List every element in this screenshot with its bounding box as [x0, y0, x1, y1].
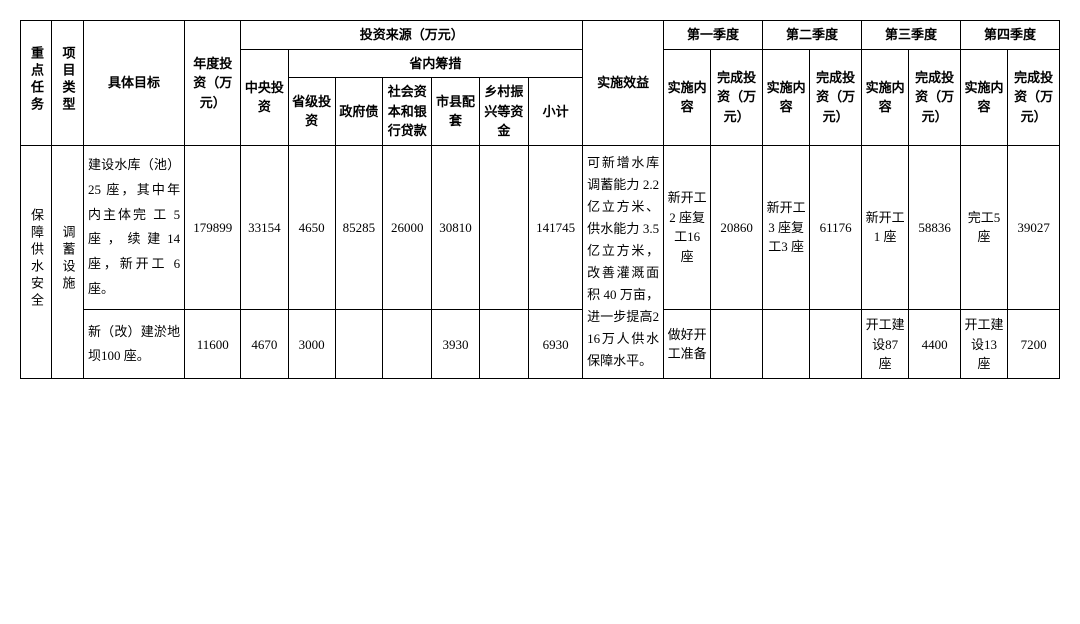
- th-q1-done: 完成投资（万元）: [711, 49, 763, 145]
- cell-q2-impl: 新开工 3 座复工3 座: [763, 145, 810, 310]
- cell-prov: 3000: [288, 310, 335, 379]
- cell-subtotal: 141745: [529, 145, 583, 310]
- th-source: 投资来源（万元）: [241, 21, 583, 50]
- th-q4-impl: 实施内容: [960, 49, 1007, 145]
- cell-annual: 179899: [185, 145, 241, 310]
- cell-annual: 11600: [185, 310, 241, 379]
- cell-county: 3930: [432, 310, 479, 379]
- th-task: 重点任务: [21, 21, 52, 146]
- cell-central: 4670: [241, 310, 288, 379]
- th-rural: 乡村振兴等资金: [479, 78, 528, 146]
- cell-rural: [479, 310, 528, 379]
- cell-subtotal: 6930: [529, 310, 583, 379]
- cell-q4-done: 39027: [1008, 145, 1060, 310]
- cell-target: 建设水库（池） 25 座，其中年内主体完 工 5 座，续建14 座，新开工 6 …: [83, 145, 184, 310]
- th-central: 中央投资: [241, 49, 288, 145]
- cell-q4-impl: 开工建设13 座: [960, 310, 1007, 379]
- th-q2-done: 完成投资（万元）: [810, 49, 862, 145]
- cell-benefit: 可新增水库调蓄能力 2.2 亿立方米、供水能力 3.5 亿立方米，改善灌溉面积 …: [583, 145, 664, 379]
- th-county: 市县配套: [432, 78, 479, 146]
- cell-q3-done: 4400: [909, 310, 961, 379]
- th-q3-impl: 实施内容: [861, 49, 908, 145]
- cell-bond: [335, 310, 382, 379]
- cell-central: 33154: [241, 145, 288, 310]
- cell-county: 30810: [432, 145, 479, 310]
- cell-social: [382, 310, 431, 379]
- th-type: 项目类型: [52, 21, 83, 146]
- th-social: 社会资本和银行贷款: [382, 78, 431, 146]
- th-q1: 第一季度: [664, 21, 763, 50]
- cell-q1-done: [711, 310, 763, 379]
- cell-q2-done: 61176: [810, 145, 862, 310]
- cell-q3-impl: 新开工 1 座: [861, 145, 908, 310]
- table-row: 保障供水安全 调蓄设施 建设水库（池） 25 座，其中年内主体完 工 5 座，续…: [21, 145, 1060, 310]
- th-prov-invest: 省级投资: [288, 78, 335, 146]
- cell-rural: [479, 145, 528, 310]
- cell-social: 26000: [382, 145, 431, 310]
- cell-q2-done: [810, 310, 862, 379]
- th-q2-impl: 实施内容: [763, 49, 810, 145]
- th-prov-raise: 省内筹措: [288, 49, 583, 78]
- cell-q1-impl: 做好开工准备: [664, 310, 711, 379]
- cell-q4-done: 7200: [1008, 310, 1060, 379]
- th-gov-bond: 政府债: [335, 78, 382, 146]
- cell-q3-done: 58836: [909, 145, 961, 310]
- th-q3-done: 完成投资（万元）: [909, 49, 961, 145]
- table-row: 新（改）建淤地坝100 座。 11600 4670 3000 3930 6930…: [21, 310, 1060, 379]
- cell-target: 新（改）建淤地坝100 座。: [83, 310, 184, 379]
- cell-bond: 85285: [335, 145, 382, 310]
- th-target: 具体目标: [83, 21, 184, 146]
- cell-q1-done: 20860: [711, 145, 763, 310]
- cell-q3-impl: 开工建设87 座: [861, 310, 908, 379]
- th-annual: 年度投资（万元）: [185, 21, 241, 146]
- th-q2: 第二季度: [763, 21, 862, 50]
- cell-q1-impl: 新开工 2 座复工16 座: [664, 145, 711, 310]
- th-subtotal: 小计: [529, 78, 583, 146]
- cell-q2-impl: [763, 310, 810, 379]
- investment-table: 重点任务 项目类型 具体目标 年度投资（万元） 投资来源（万元） 实施效益 第一…: [20, 20, 1060, 379]
- cell-type: 调蓄设施: [52, 145, 83, 379]
- cell-task: 保障供水安全: [21, 145, 52, 379]
- cell-prov: 4650: [288, 145, 335, 310]
- cell-q4-impl: 完工5 座: [960, 145, 1007, 310]
- th-benefit: 实施效益: [583, 21, 664, 146]
- th-q4-done: 完成投资（万元）: [1008, 49, 1060, 145]
- th-q3: 第三季度: [861, 21, 960, 50]
- th-q1-impl: 实施内容: [664, 49, 711, 145]
- th-q4: 第四季度: [960, 21, 1059, 50]
